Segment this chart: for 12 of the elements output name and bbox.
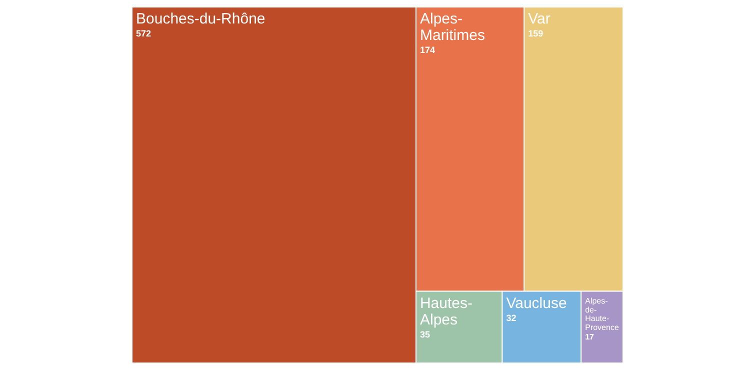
category-label: Bouches-du-Rhône xyxy=(136,10,266,28)
category-label: Hautes-Alpes xyxy=(420,294,473,328)
data-label: 32 xyxy=(506,312,516,323)
data-label: 17 xyxy=(585,332,595,342)
data-label: 174 xyxy=(420,44,436,55)
category-label: Alpes-Maritimes xyxy=(420,10,485,44)
category-label: Var xyxy=(528,10,550,28)
data-label: 159 xyxy=(528,28,544,38)
data-label: 572 xyxy=(136,28,152,38)
data-label: 35 xyxy=(420,329,430,340)
category-label: Alpes-de-Haute-Provence xyxy=(585,296,620,332)
category-label: Vaucluse xyxy=(506,294,567,312)
